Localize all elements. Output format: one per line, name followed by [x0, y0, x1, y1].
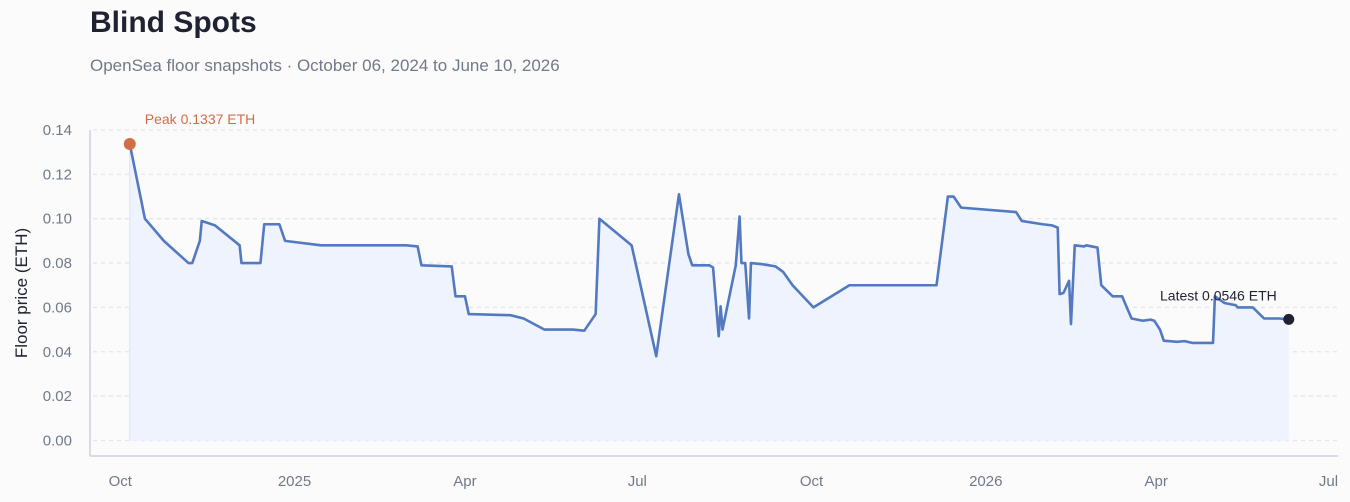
y-tick-label: 0.10	[43, 211, 72, 228]
y-tick-labels: 0.00 0.02 0.04 0.06 0.08 0.10 0.12 0.14	[43, 122, 72, 449]
x-tick-labels: Oct 2025 Apr Jul Oct 2026 Apr Jul	[109, 473, 1338, 490]
y-tick-label: 0.06	[43, 299, 72, 316]
x-tick-label: 2026	[969, 473, 1002, 490]
x-tick-label: Jul	[1319, 473, 1338, 490]
x-tick-label: 2025	[278, 473, 311, 490]
y-tick-label: 0.00	[43, 432, 72, 449]
y-axis-label: Floor price (ETH)	[12, 228, 31, 358]
x-tick-label: Jul	[628, 473, 647, 490]
peak-label: Peak 0.1337 ETH	[145, 111, 256, 127]
series-line	[128, 143, 1289, 358]
x-tick-label: Apr	[1145, 473, 1168, 490]
latest-point	[1283, 313, 1295, 325]
y-tick-label: 0.02	[43, 388, 72, 405]
y-tick-label: 0.04	[43, 344, 72, 361]
x-tick-label: Oct	[800, 473, 824, 490]
area-fill	[129, 143, 1289, 441]
x-tick-label: Apr	[453, 473, 476, 490]
y-tick-label: 0.08	[43, 255, 72, 272]
y-tick-label: 0.12	[43, 166, 72, 183]
peak-point	[123, 137, 136, 150]
y-tick-label: 0.14	[43, 122, 72, 139]
chart-subtitle: OpenSea floor snapshots · October 06, 20…	[90, 56, 560, 75]
latest-label: Latest 0.0546 ETH	[1160, 287, 1277, 303]
chart-title: Blind Spots	[90, 6, 257, 39]
x-tick-label: Oct	[109, 473, 133, 490]
